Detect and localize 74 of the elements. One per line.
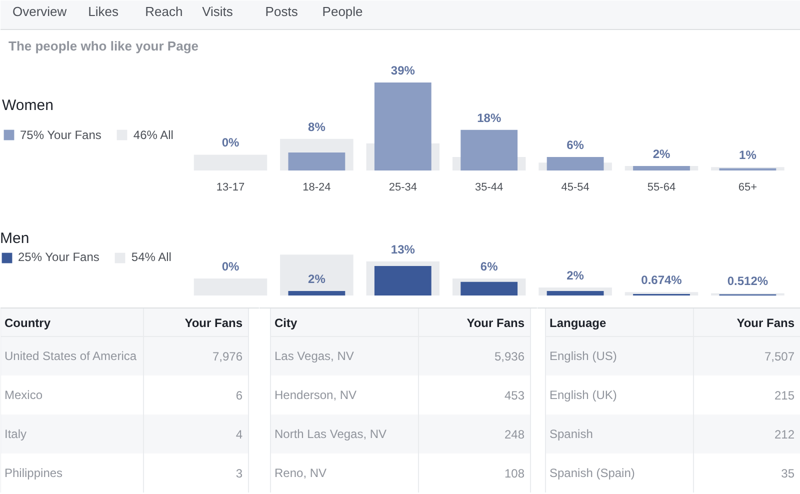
text: Likes [88,4,119,19]
category-label: Italy [4,427,27,441]
text: 453 [504,388,525,402]
text: Your Fans [736,316,795,330]
text: 7,976 [212,350,242,364]
bar [280,254,354,296]
text: Language [550,316,606,330]
text: Your Fans [466,316,525,330]
text: 215 [774,388,795,402]
category-label: English (UK) [550,388,617,402]
category-label: Philippines [4,466,63,480]
bar [288,290,346,296]
category-label: Spanish [550,427,593,441]
text: 35 [781,466,795,480]
text: 3 [236,466,243,480]
bar [374,266,432,296]
text: Posts [265,4,298,19]
text: 6 [236,388,243,402]
category-label: North Las Vegas, NV [274,427,387,441]
legend-title: Men [0,230,30,247]
text: Overview [12,4,68,19]
x-tick-label: 65+ [738,182,758,194]
data-label: 13% [390,242,416,256]
data-label: 2% [652,146,670,161]
text: Reach [145,4,183,19]
chart-title: The people who like your Page [8,38,198,54]
bar [374,82,432,170]
legend-label: 54% All [131,250,172,264]
data-label: 6% [566,138,584,152]
category-label: Las Vegas, NV [274,349,354,363]
text: Your Fans [184,316,243,330]
data-label: 6% [480,259,498,274]
legend-title: Women [2,96,54,114]
category-label: United States of America [4,349,137,363]
category-label: Reno, NV [274,466,327,480]
x-tick-label: 18-24 [302,182,331,194]
text: 5,936 [494,350,524,364]
x-tick-label: 45-54 [561,182,590,194]
bar [288,152,346,170]
bar [460,130,518,170]
data-label: 18% [477,110,502,125]
bar [546,156,604,170]
x-tick-label: 35-44 [475,182,504,194]
category-label: English (US) [550,349,617,363]
text: Country [4,316,51,330]
category-label: Spanish (Spain) [550,466,635,480]
data-label: 2% [566,268,584,283]
x-tick-label: 55-64 [647,182,676,194]
data-label: 0.674% [641,273,682,288]
text: 108 [504,466,525,480]
legend-label: 25% Your Fans [18,250,100,264]
data-label: 1% [739,148,757,162]
category-label: Mexico [4,388,43,402]
data-label: 0% [222,259,240,274]
data-label: 39% [390,63,416,78]
text: Visits [202,4,234,19]
bar [546,290,604,296]
data-label: 2% [308,272,326,286]
text: 4 [236,428,243,442]
data-label: 0.512% [727,274,768,288]
x-tick-label: 25-34 [388,182,417,194]
bar [633,166,690,170]
text: People [322,4,363,19]
legend-label: 75% Your Fans [20,128,102,142]
data-label: 8% [308,120,326,134]
legend-label: 46% All [133,128,174,142]
category-label: Henderson, NV [274,388,357,402]
text: 248 [504,428,525,442]
text: City [274,316,298,330]
text: 7,507 [764,350,794,364]
text: 212 [774,428,795,442]
bar [460,282,518,296]
x-tick-label: 13-17 [216,182,245,194]
data-label: 0% [222,136,240,150]
